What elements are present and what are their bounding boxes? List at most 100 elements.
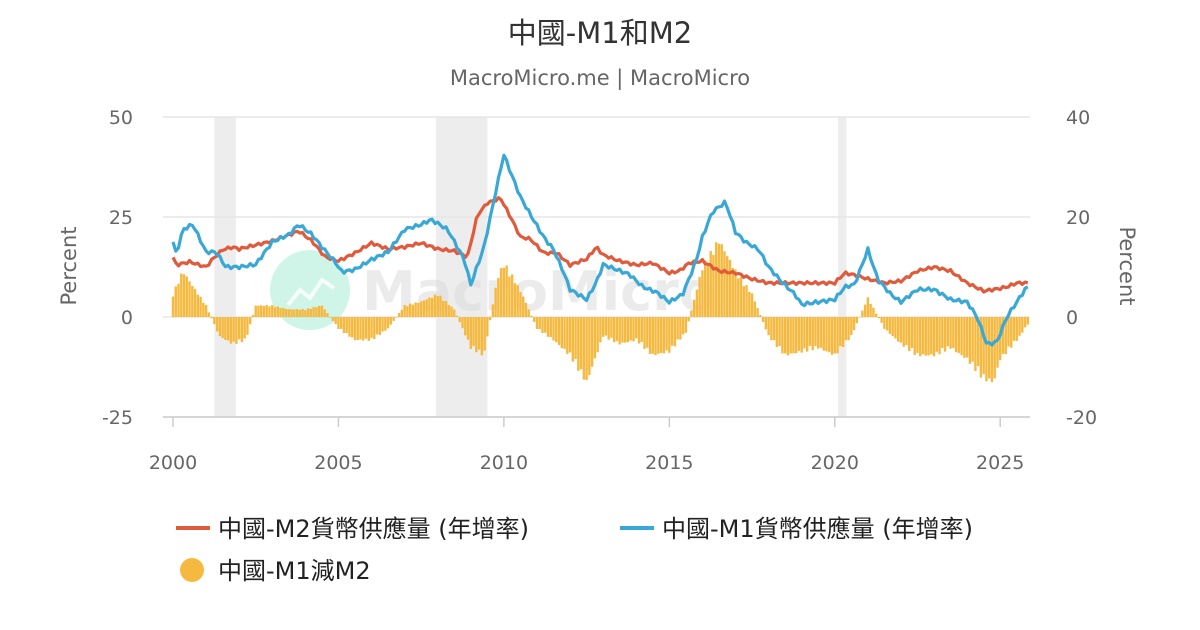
- bar: [538, 317, 541, 330]
- bar: [502, 267, 506, 317]
- bar: [295, 309, 299, 317]
- x-tick-label: 2010: [480, 452, 528, 474]
- bar: [728, 259, 732, 317]
- bar: [874, 313, 878, 317]
- bar: [516, 285, 519, 317]
- bar: [323, 309, 326, 317]
- bar: [858, 317, 861, 318]
- bar: [251, 315, 255, 317]
- bar: [781, 317, 784, 354]
- bar: [466, 317, 470, 340]
- bar: [273, 307, 277, 317]
- legend: 中國-M2貨幣供應量 (年增率) 中國-M1貨幣供應量 (年增率) 中國-M1減…: [176, 515, 973, 585]
- legend-swatch-diff: [180, 558, 204, 582]
- bar: [872, 307, 875, 317]
- bar: [428, 297, 431, 317]
- bar: [262, 306, 266, 317]
- bar: [447, 304, 450, 317]
- bar: [177, 283, 180, 317]
- bar: [1018, 317, 1021, 336]
- bar: [965, 317, 969, 358]
- bar: [640, 317, 643, 343]
- bar: [381, 317, 384, 332]
- bar: [1004, 317, 1007, 355]
- bar: [935, 317, 938, 352]
- bar: [563, 317, 566, 349]
- bar: [439, 295, 442, 317]
- bar: [472, 317, 475, 346]
- bar: [819, 317, 823, 348]
- bar: [182, 274, 186, 317]
- bar: [417, 302, 420, 317]
- bar: [720, 244, 723, 317]
- x-axis: 2000 2005 2010 2015 2020 2025: [149, 416, 1030, 474]
- bar: [488, 317, 492, 321]
- bar: [676, 317, 679, 340]
- bar: [943, 317, 947, 352]
- bar: [637, 317, 641, 344]
- bar: [450, 306, 453, 317]
- bar: [814, 317, 817, 347]
- bar: [852, 317, 856, 331]
- bar: [461, 317, 464, 329]
- bar: [188, 281, 191, 317]
- bar: [830, 317, 834, 355]
- bar: [712, 254, 715, 317]
- bar: [703, 260, 707, 317]
- legend-item-m1[interactable]: 中國-M1貨幣供應量 (年增率): [620, 515, 973, 543]
- bar: [257, 305, 260, 317]
- m2-line: [171, 196, 1029, 294]
- bar: [221, 317, 224, 339]
- legend-item-diff[interactable]: 中國-M1減M2: [180, 557, 371, 585]
- bar: [477, 317, 481, 350]
- bar: [822, 317, 825, 351]
- bar: [367, 317, 370, 341]
- bar: [544, 317, 547, 333]
- bar: [240, 317, 244, 343]
- bar: [698, 276, 701, 317]
- bar: [403, 305, 406, 317]
- bar: [260, 305, 263, 317]
- bar: [999, 317, 1002, 361]
- bar: [646, 317, 649, 348]
- bar: [265, 305, 268, 317]
- bar: [276, 306, 279, 317]
- bar: [723, 251, 726, 317]
- bar: [993, 317, 996, 379]
- bar: [475, 317, 478, 353]
- bar: [601, 317, 605, 337]
- legend-item-m2[interactable]: 中國-M2貨幣供應量 (年增率): [176, 515, 529, 543]
- bar: [328, 317, 332, 318]
- y-right-tick-label: 20: [1066, 207, 1090, 229]
- bar: [836, 317, 839, 354]
- y-right-tick-label: 40: [1066, 107, 1090, 129]
- bar: [789, 317, 792, 354]
- bar: [469, 317, 472, 349]
- bar: [626, 317, 630, 343]
- recession-band: [838, 117, 847, 417]
- bar: [910, 317, 914, 348]
- x-tick-label: 2025: [976, 452, 1024, 474]
- bar: [384, 317, 387, 331]
- bar: [268, 306, 271, 317]
- bar: [761, 317, 765, 323]
- bar: [869, 303, 872, 317]
- legend-label-m1: 中國-M1貨幣供應量 (年增率): [662, 515, 973, 543]
- bar: [373, 317, 376, 339]
- bar: [455, 315, 459, 317]
- bar: [541, 317, 544, 333]
- bar: [389, 317, 393, 325]
- bar: [334, 317, 337, 325]
- bar: [648, 317, 652, 354]
- bar: [301, 309, 304, 317]
- bar: [654, 317, 657, 356]
- bar: [414, 302, 417, 317]
- bar: [930, 317, 933, 355]
- bar: [419, 301, 423, 317]
- m1-series: [171, 153, 1029, 347]
- bar: [1026, 317, 1029, 325]
- bar: [681, 317, 685, 335]
- bar: [734, 269, 737, 317]
- watermark-logo-line: [286, 277, 336, 307]
- bar: [861, 310, 864, 317]
